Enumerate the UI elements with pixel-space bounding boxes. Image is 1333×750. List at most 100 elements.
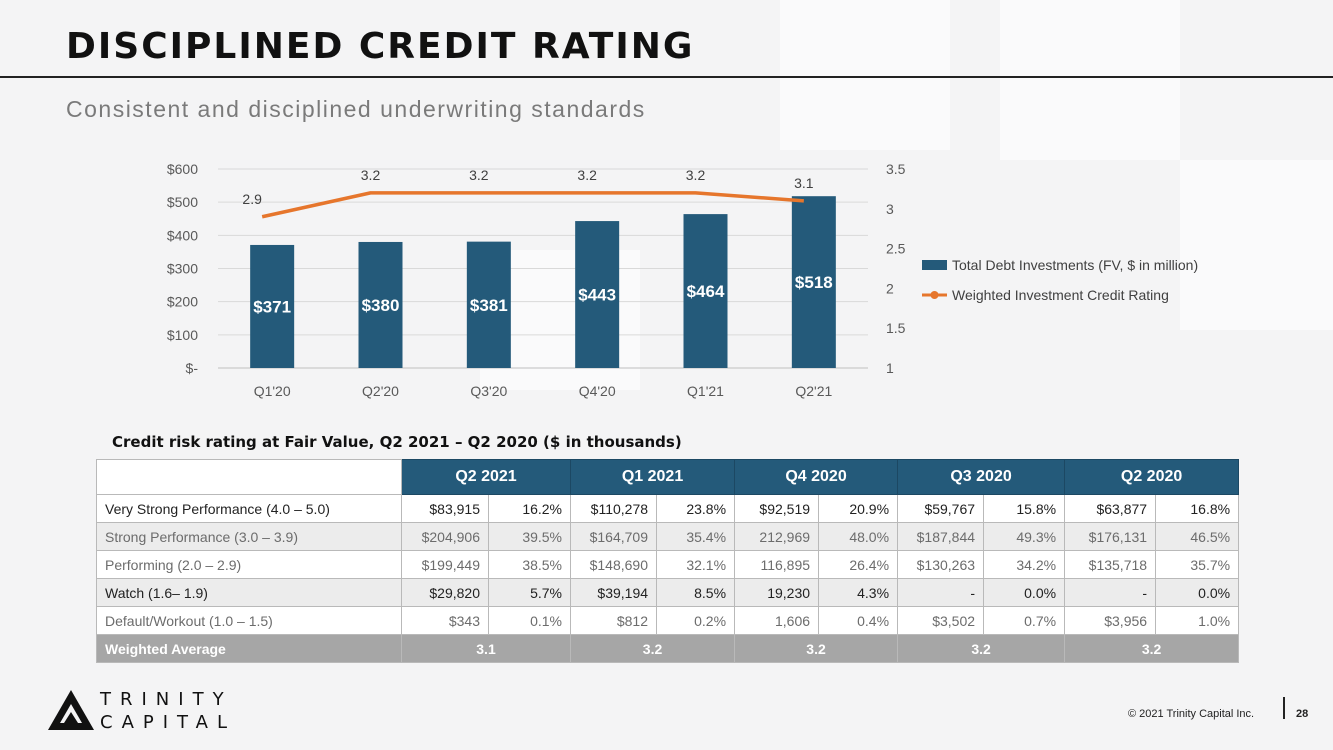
y-right-tick-label: 2: [886, 280, 894, 296]
row-label: Performing (2.0 – 2.9): [96, 550, 402, 579]
table-row: Very Strong Performance (4.0 – 5.0) $83,…: [96, 494, 1240, 523]
table-cell: 16.2%: [487, 494, 572, 523]
table-row: Watch (1.6– 1.9) $29,820 5.7% $39,194 8.…: [96, 578, 1240, 607]
table-title: Credit risk rating at Fair Value, Q2 202…: [112, 433, 682, 451]
bar-data-label: $518: [795, 273, 833, 292]
line-data-label: 3.2: [577, 167, 597, 183]
line-data-label: 3.1: [794, 175, 814, 191]
header-q3-2020: Q3 2020: [897, 459, 1066, 495]
table-row: Performing (2.0 – 2.9) $199,449 38.5% $1…: [96, 550, 1240, 579]
bar-Q2'21: [791, 196, 836, 368]
bar-data-label: $371: [253, 297, 291, 316]
table-row: Strong Performance (3.0 – 3.9) $204,906 …: [96, 522, 1240, 551]
table-cell: $130,263: [897, 550, 985, 579]
y-left-tick-label: $200: [167, 294, 198, 310]
table-header-row: Q2 2021 Q1 2021 Q4 2020 Q3 2020 Q2 2020: [96, 459, 1240, 495]
y-right-tick-label: 3.5: [886, 161, 906, 177]
bar-Q4'20: [575, 221, 620, 368]
y-right-tick-label: 2.5: [886, 241, 906, 257]
page-title: DISCIPLINED CREDIT RATING: [66, 26, 695, 67]
y-left-tick-label: $400: [167, 227, 198, 243]
table-cell: 23.8%: [656, 494, 736, 523]
legend-bar-label: Total Debt Investments (FV, $ in million…: [952, 257, 1198, 273]
header-empty-cell: [96, 459, 402, 495]
background-tile: [1000, 0, 1180, 160]
table-cell: 26.4%: [818, 550, 899, 579]
table-cell: $3,502: [897, 606, 985, 635]
table-cell: 0.7%: [983, 606, 1066, 635]
logo-text-trinity: TRINITY: [100, 689, 233, 710]
legend-line-marker: [930, 291, 939, 299]
background-tile: [1180, 160, 1333, 330]
table-cell: 20.9%: [818, 494, 899, 523]
y-left-tick-label: $600: [167, 161, 198, 177]
table-cell: 15.8%: [983, 494, 1066, 523]
table-cell: $3,956: [1064, 606, 1157, 635]
page-subtitle: Consistent and disciplined underwriting …: [66, 96, 646, 122]
x-tick-label: Q1'21: [687, 383, 724, 399]
table-cell: $187,844: [897, 522, 985, 551]
table-cell: 1,606: [734, 606, 820, 635]
bar-Q1'21: [683, 214, 728, 368]
table-cell: $135,718: [1064, 550, 1157, 579]
table-cell: 1.0%: [1155, 606, 1240, 635]
row-label: Default/Workout (1.0 – 1.5): [96, 606, 402, 635]
bar-Q3'20: [466, 241, 511, 368]
table-cell: 35.4%: [656, 522, 736, 551]
x-tick-label: Q2'20: [362, 383, 399, 399]
table-cell: 19,230: [734, 578, 820, 607]
table-cell: 4.3%: [818, 578, 899, 607]
y-left-tick-label: $300: [167, 261, 198, 277]
table-cell: $92,519: [734, 494, 820, 523]
y-right-tick-label: 3: [886, 201, 894, 217]
table-cell: $164,709: [570, 522, 658, 551]
table-cell: -: [1064, 578, 1157, 607]
table-cell: $199,449: [401, 550, 489, 579]
average-cell: 3.1: [400, 634, 572, 663]
footer-divider: [1283, 697, 1285, 719]
average-cell: 3.2: [570, 634, 736, 663]
trinity-logo-icon: [48, 690, 94, 730]
table-cell: $83,915: [401, 494, 489, 523]
investment-chart: $- $100 $200 $300 $400 $500 $600 1 1.5 2 2.5 3 3.5 $3…: [167, 161, 1198, 399]
table-cell: $343: [401, 606, 489, 635]
table-cell: $176,131: [1064, 522, 1157, 551]
table-cell: 0.0%: [983, 578, 1066, 607]
table-cell: 212,969: [734, 522, 820, 551]
table-cell: 38.5%: [487, 550, 572, 579]
bar-data-label: $443: [578, 286, 616, 305]
bar-data-label: $381: [470, 296, 508, 315]
page-number: 28: [1296, 708, 1309, 720]
copyright: © 2021 Trinity Capital Inc.: [1128, 708, 1255, 720]
x-tick-label: Q1'20: [254, 383, 291, 399]
line-data-label: 3.2: [686, 167, 706, 183]
table-cell: 8.5%: [656, 578, 736, 607]
table-cell: 35.7%: [1155, 550, 1240, 579]
average-cell: 3.2: [734, 634, 899, 663]
bar-data-label: $464: [687, 282, 725, 301]
header-q2-2021: Q2 2021: [400, 459, 572, 495]
row-label: Weighted Average: [96, 634, 402, 663]
table-cell: 46.5%: [1155, 522, 1240, 551]
table-cell: 0.2%: [656, 606, 736, 635]
x-tick-label: Q3'20: [470, 383, 507, 399]
table-cell: 34.2%: [983, 550, 1066, 579]
table-cell: $110,278: [570, 494, 658, 523]
row-label: Strong Performance (3.0 – 3.9): [96, 522, 402, 551]
table-cell: 32.1%: [656, 550, 736, 579]
legend-line-label: Weighted Investment Credit Rating: [952, 287, 1169, 303]
background-tile: [780, 0, 950, 150]
table-cell: $812: [570, 606, 658, 635]
y-right-tick-label: 1: [886, 360, 894, 376]
table-cell: 0.1%: [487, 606, 572, 635]
table-cell: $29,820: [401, 578, 489, 607]
table-cell: $204,906: [401, 522, 489, 551]
bar-Q2'20: [358, 241, 403, 368]
y-right-tick-label: 1.5: [886, 320, 906, 336]
line-data-label: 2.9: [242, 191, 262, 207]
rating-line: [261, 191, 804, 219]
table-cell: $148,690: [570, 550, 658, 579]
table-cell: 16.8%: [1155, 494, 1240, 523]
bar-data-label: $380: [362, 296, 400, 315]
title-divider: [0, 76, 1333, 78]
